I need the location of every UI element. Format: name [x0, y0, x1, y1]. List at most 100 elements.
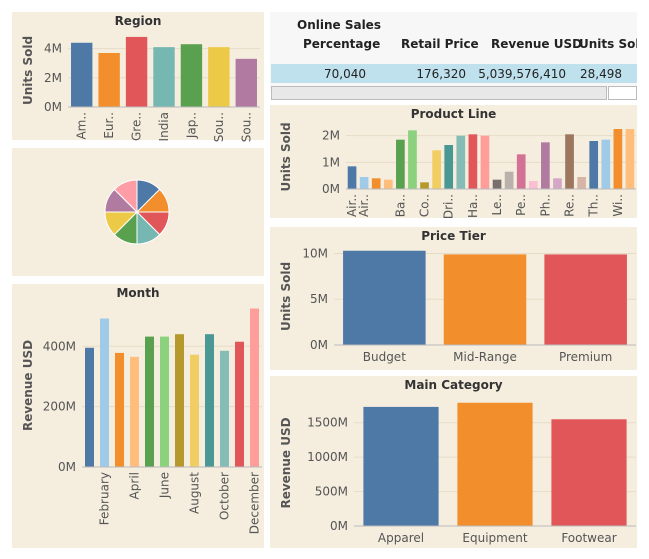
table-header-units-sold: Units Sold	[579, 37, 637, 51]
bar-sou--6	[235, 58, 257, 107]
bar-item-7	[432, 150, 441, 189]
y-tick-label: 500M	[315, 485, 348, 499]
y-tick-label: 0M	[310, 338, 328, 352]
bar-sou--5	[208, 47, 230, 107]
bar-october-9	[220, 350, 229, 467]
bar-march-2	[115, 352, 124, 467]
x-tick-label: Budget	[363, 350, 406, 364]
x-tick-label: Ba..	[393, 194, 407, 217]
region-panel: Region 0M 2M 4M Units Sold Am.. Eur.. Gre.. Ind…	[12, 12, 264, 142]
bar-january-0	[85, 347, 94, 467]
bar-air--1	[359, 177, 369, 189]
bar-mid-range-1	[443, 254, 527, 345]
y-tick-label: 0M	[322, 182, 340, 196]
month-chart: 0M 200M 400M Revenue USD February April June Au…	[21, 308, 262, 534]
y-axis-label: Units Sold	[279, 262, 293, 331]
bar-item-15	[528, 181, 538, 189]
bar-may-4	[145, 336, 154, 467]
x-tick-label: April	[128, 472, 142, 499]
bar-november-10	[235, 341, 244, 467]
y-tick-label: 1500M	[307, 416, 348, 430]
bar-pe--14	[516, 154, 526, 189]
pie-panel	[12, 148, 264, 276]
bar-june-5	[160, 336, 169, 467]
bar-wi--22	[613, 129, 623, 189]
bar-item-3	[383, 179, 393, 189]
y-tick-label: 1000M	[307, 450, 348, 464]
x-tick-label: Sou..	[239, 112, 253, 142]
bar-item-5	[408, 130, 417, 189]
x-tick-label: Air..	[345, 194, 359, 217]
product-line-panel: Product Line 0M 1M 2M Units Sold Air.. Air.. B…	[270, 105, 637, 219]
y-axis-label: Revenue USD	[21, 340, 35, 431]
cell-units-sold: 28,498	[580, 67, 622, 81]
bar-september-8	[205, 334, 214, 467]
region-title: Region	[114, 14, 162, 28]
x-tick-label: Ph..	[538, 194, 552, 216]
bar-eur--1	[98, 52, 120, 107]
scrollbar-corner[interactable]	[608, 86, 637, 100]
x-tick-label: August	[188, 472, 202, 514]
x-tick-label: Equipment	[462, 531, 527, 545]
cell-revenue-usd: 5,039,576,410	[478, 67, 566, 81]
x-tick-label: October	[218, 472, 232, 520]
price-tier-title: Price Tier	[421, 229, 486, 243]
bar-december-11	[250, 308, 259, 467]
y-tick-label: 10M	[302, 246, 328, 260]
x-tick-label: Mid-Range	[453, 350, 517, 364]
bar-air--0	[347, 166, 357, 189]
bar-item-11	[480, 135, 490, 189]
x-tick-label: Wi..	[611, 194, 625, 217]
cell-percentage: 70,040	[324, 67, 366, 81]
bar-apparel-0	[363, 406, 439, 526]
x-tick-label: India	[157, 112, 171, 141]
horizontal-scrollbar[interactable]	[271, 86, 607, 100]
cell-retail-price: 176,320	[416, 67, 466, 81]
bar-february-1	[100, 318, 109, 467]
bar-item-9	[456, 135, 466, 189]
y-tick-label: 4M	[44, 42, 62, 56]
x-tick-label: Ha..	[466, 194, 480, 218]
bar-india-3	[153, 47, 175, 107]
product-line-chart: 0M 1M 2M Units Sold Air..Air.. Ba.. Co.. Dri.. H…	[279, 122, 636, 219]
region-chart: 0M 2M 4M Units Sold Am.. Eur.. Gre.. India Jap..…	[21, 36, 260, 142]
main-category-chart: 0M 500M 1000M 1500M Revenue USD Apparel Equipm…	[279, 402, 636, 545]
pie-chart	[104, 179, 170, 245]
bar-gre--2	[125, 36, 148, 107]
bar-am--0	[71, 42, 93, 107]
y-tick-label: 2M	[44, 71, 62, 85]
x-tick-label: Eur..	[102, 112, 116, 139]
x-tick-label: December	[248, 472, 262, 534]
x-tick-label: Gre..	[130, 112, 144, 141]
bar-dri--8	[444, 145, 454, 189]
bar-co--6	[420, 182, 429, 189]
table-header-online-sales: Online Sales	[297, 18, 381, 32]
bar-item-13	[504, 171, 514, 189]
x-tick-label: Th..	[587, 194, 601, 218]
y-tick-label: 0M	[44, 100, 62, 114]
bar-july-6	[175, 334, 184, 467]
bar-equipment-1	[457, 402, 533, 526]
product-line-title: Product Line	[410, 107, 497, 121]
table-row[interactable]: 70,040 176,320 5,039,576,410 28,498	[271, 64, 637, 83]
y-tick-label: 0M	[58, 460, 76, 474]
main-category-panel: Main Category 0M 500M 1000M 1500M Revenue US…	[270, 376, 637, 548]
bar-august-7	[190, 354, 199, 467]
bar-item-23	[625, 129, 635, 189]
price-tier-panel: Price Tier 0M 5M 10M Units Sold Budget Mid-Ra…	[270, 227, 637, 370]
y-tick-label: 0M	[330, 519, 348, 533]
month-title: Month	[116, 286, 160, 300]
y-axis-label: Units Sold	[21, 36, 35, 105]
x-tick-label: Jap..	[184, 112, 198, 139]
bar-premium-2	[544, 254, 627, 345]
main-category-title: Main Category	[404, 378, 503, 392]
bar-budget-0	[343, 250, 426, 345]
x-tick-label: Dri..	[442, 194, 456, 219]
x-tick-label: Air..	[357, 194, 371, 217]
bar-le--12	[492, 179, 502, 189]
y-axis-label: Revenue USD	[279, 417, 293, 508]
x-tick-label: February	[98, 472, 112, 525]
sales-table: Online Sales Percentage Retail Price Rev…	[270, 12, 637, 100]
bar-footwear-2	[551, 419, 627, 526]
y-tick-label: 200M	[43, 400, 76, 414]
